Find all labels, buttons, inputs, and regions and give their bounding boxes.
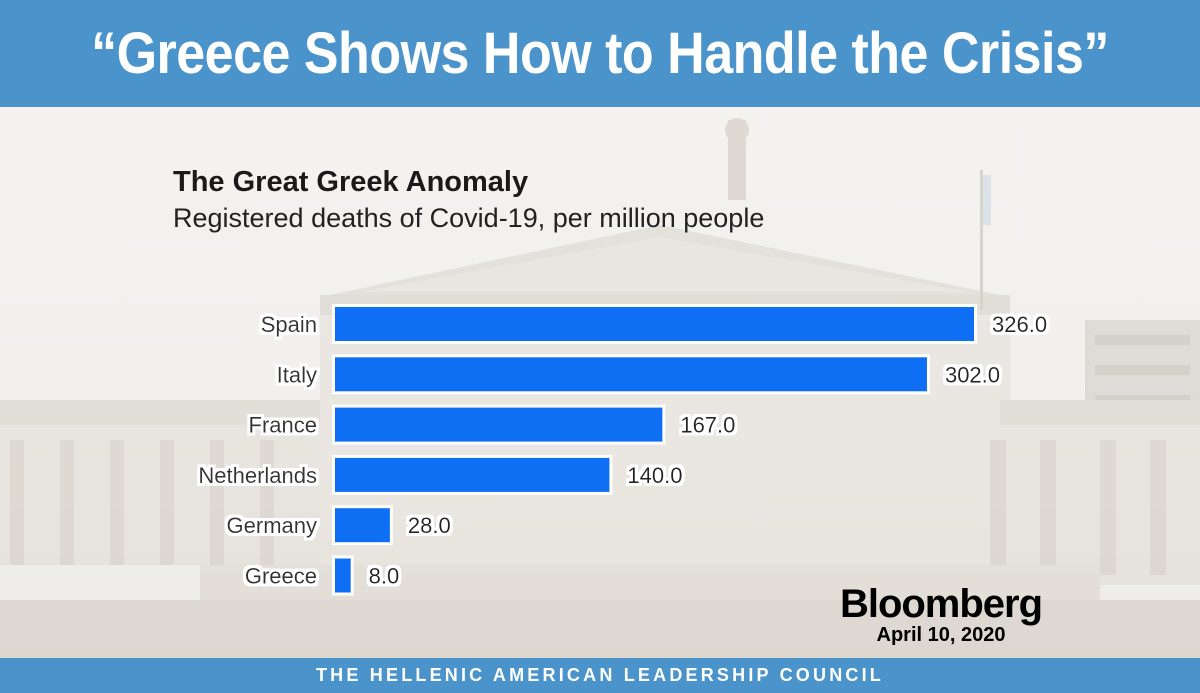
brand-date: April 10, 2020 <box>876 624 1006 646</box>
value-label: 28.0 <box>408 513 451 538</box>
category-label: Italy <box>277 362 317 387</box>
chart-title: The Great Greek Anomaly <box>173 166 529 198</box>
bloomberg-credit: Bloomberg April 10, 2020 <box>823 584 1059 646</box>
value-label: 302.0 <box>945 362 1000 387</box>
bar-spain <box>335 307 974 341</box>
value-label: 167.0 <box>680 413 735 438</box>
category-label: Spain <box>261 312 317 337</box>
category-label: Germany <box>227 513 317 538</box>
headline: “Greece Shows How to Handle the Crisis” <box>91 21 1109 86</box>
category-label: France <box>249 413 317 438</box>
category-label: Greece <box>245 564 317 589</box>
brand-name: Bloomberg <box>839 582 1043 626</box>
category-label: Netherlands <box>198 463 317 488</box>
bar-germany <box>335 508 390 543</box>
faded-building-illustration <box>0 107 1200 658</box>
footer-banner: THE HELLENIC AMERICAN LEADERSHIP COUNCIL <box>0 658 1200 693</box>
footer-text: THE HELLENIC AMERICAN LEADERSHIP COUNCIL <box>315 665 884 685</box>
background-photo <box>0 107 1200 658</box>
value-label: 8.0 <box>369 564 400 589</box>
chart-subtitle: Registered deaths of Covid-19, per milli… <box>173 203 765 233</box>
bar-italy <box>335 357 927 392</box>
value-label: 140.0 <box>627 463 682 488</box>
bar-netherlands <box>335 457 610 492</box>
bar-france <box>335 407 663 442</box>
headline-banner: “Greece Shows How to Handle the Crisis” <box>0 0 1200 107</box>
value-label: 326.0 <box>992 312 1047 337</box>
bar-greece <box>335 558 351 593</box>
